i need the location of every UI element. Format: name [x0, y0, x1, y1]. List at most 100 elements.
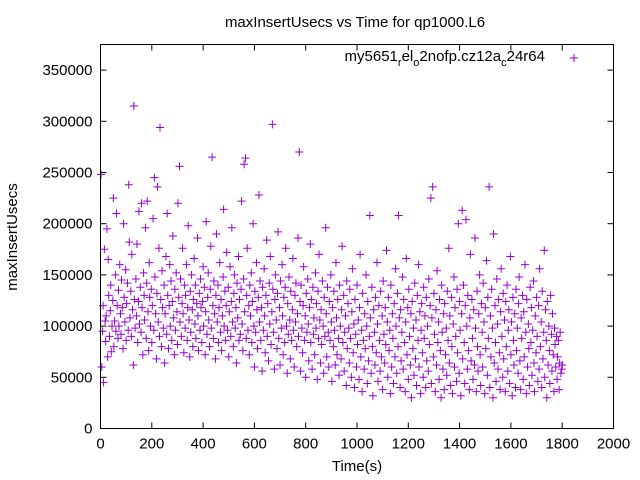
data-point: [465, 313, 474, 322]
data-point: [488, 324, 497, 333]
data-point: [304, 356, 313, 365]
data-point: [483, 293, 492, 302]
data-point: [286, 354, 295, 363]
data-point: [258, 367, 267, 376]
data-point: [374, 301, 383, 310]
data-point: [532, 348, 541, 357]
data-point: [440, 299, 449, 308]
data-point: [210, 309, 219, 318]
data-point: [551, 363, 560, 372]
data-point: [500, 315, 509, 324]
data-point: [311, 324, 320, 333]
data-point: [499, 289, 508, 298]
data-point: [178, 244, 187, 253]
data-point: [446, 381, 455, 390]
data-point: [244, 301, 253, 310]
data-point: [369, 305, 378, 314]
data-point: [109, 342, 118, 351]
data-point: [504, 305, 513, 314]
data-point: [125, 238, 134, 247]
data-point: [207, 324, 216, 333]
data-point: [110, 316, 119, 325]
data-point: [503, 281, 512, 290]
data-point: [485, 383, 494, 392]
data-point: [481, 344, 490, 353]
data-point: [342, 277, 351, 286]
data-point: [299, 301, 308, 310]
data-point: [535, 264, 544, 273]
data-point: [236, 330, 245, 339]
data-point: [97, 363, 106, 372]
data-point: [190, 254, 199, 263]
data-point: [337, 354, 346, 363]
data-point: [267, 340, 276, 349]
data-point: [483, 371, 492, 380]
data-point: [229, 342, 238, 351]
data-point: [119, 219, 128, 228]
data-point: [176, 274, 185, 283]
data-point: [150, 272, 159, 281]
data-point: [366, 313, 375, 322]
data-point: [556, 328, 565, 337]
legend-label: my5651relo2nofp.cz12ac24r64: [345, 48, 545, 69]
y-tick-label: 250000: [42, 165, 92, 182]
data-point: [479, 279, 488, 288]
data-point: [442, 324, 451, 333]
data-point: [496, 385, 505, 394]
data-point: [165, 301, 174, 310]
data-point: [443, 287, 452, 296]
data-point: [111, 327, 120, 336]
data-point: [536, 342, 545, 351]
data-point: [242, 334, 251, 343]
data-point: [296, 367, 305, 376]
data-point: [268, 285, 277, 294]
data-point: [521, 328, 530, 337]
data-point: [333, 295, 342, 304]
data-point: [325, 297, 334, 306]
data-point: [258, 283, 267, 292]
data-point: [376, 367, 385, 376]
data-point: [344, 324, 353, 333]
data-point: [274, 334, 283, 343]
data-point: [431, 387, 440, 396]
data-point: [482, 256, 491, 265]
data-point: [239, 274, 248, 283]
data-point: [147, 285, 156, 294]
data-point: [461, 301, 470, 310]
data-point: [549, 387, 558, 396]
data-point: [379, 330, 388, 339]
data-point: [305, 303, 314, 312]
data-point: [381, 303, 390, 312]
data-point: [371, 293, 380, 302]
data-point: [408, 297, 417, 306]
data-point: [416, 389, 425, 398]
data-point: [449, 272, 458, 281]
data-point: [426, 194, 435, 203]
data-point: [495, 348, 504, 357]
data-point: [146, 322, 155, 331]
data-point: [156, 295, 165, 304]
data-point: [223, 326, 232, 335]
data-point: [220, 287, 229, 296]
data-point: [474, 309, 483, 318]
data-point: [471, 324, 480, 333]
data-point: [556, 369, 565, 378]
data-point: [231, 303, 240, 312]
data-point: [132, 311, 141, 320]
data-point: [388, 309, 397, 318]
data-point: [359, 336, 368, 345]
x-tick-label: 1400: [443, 436, 476, 453]
data-point: [401, 387, 410, 396]
data-point: [415, 307, 424, 316]
data-point: [158, 303, 167, 312]
data-point: [276, 361, 285, 370]
legend-label-mid2: 2nofp.cz12a: [419, 48, 501, 65]
data-point: [245, 281, 254, 290]
data-point: [355, 303, 364, 312]
data-point: [314, 334, 323, 343]
data-point: [421, 383, 430, 392]
data-point: [201, 350, 210, 359]
legend-label-end: 24r64: [507, 48, 545, 65]
data-point: [132, 240, 141, 249]
data-point: [475, 270, 484, 279]
